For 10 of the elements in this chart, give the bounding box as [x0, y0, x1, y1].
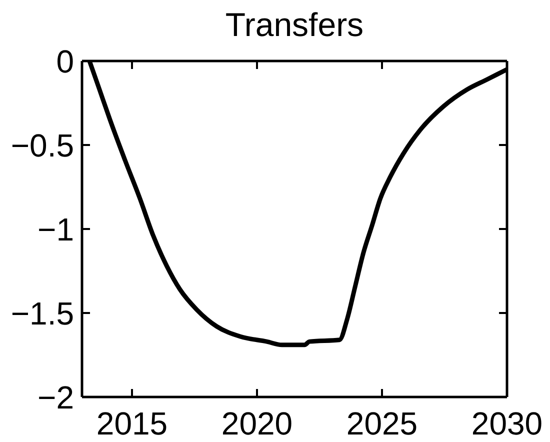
y-tick-label: −1.5: [10, 295, 74, 332]
y-tick-label: −1: [38, 211, 74, 248]
x-tick-label: 2020: [221, 406, 293, 442]
y-tick-label: −0.5: [10, 127, 74, 164]
chart-title: Transfers: [224, 6, 365, 43]
x-tick-label: 2030: [471, 406, 543, 442]
y-tick-label: 0: [56, 43, 74, 80]
x-tick-label: 2015: [96, 406, 168, 442]
x-tick-label: 2025: [346, 406, 418, 442]
y-tick-label: −2: [38, 379, 74, 416]
